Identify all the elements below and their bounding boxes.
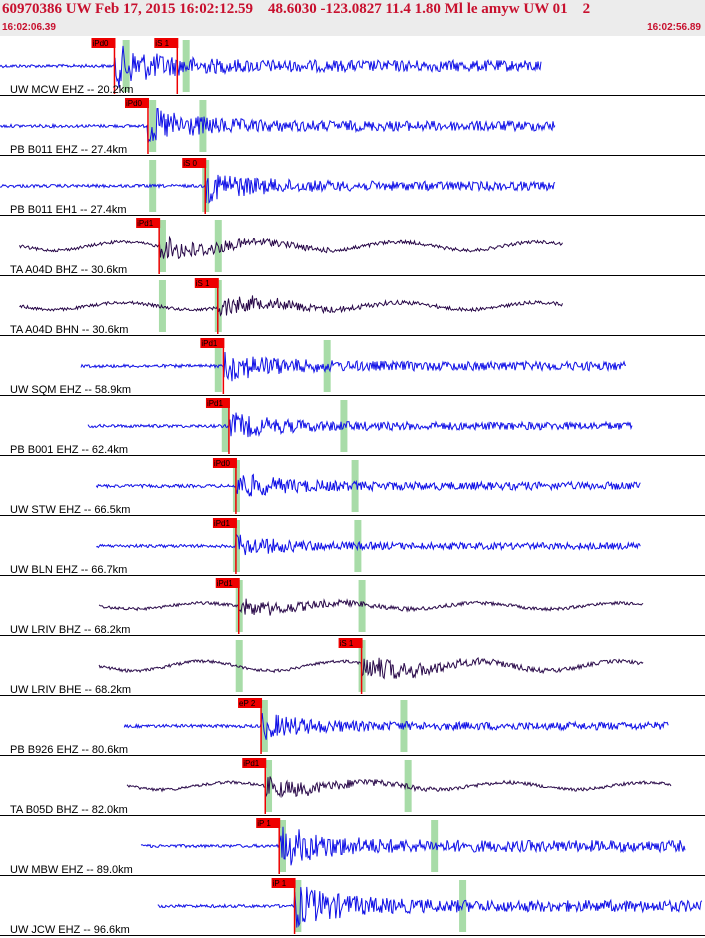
pick-label: iS 1 — [196, 279, 210, 288]
waveform — [95, 473, 641, 497]
pick-flag — [124, 98, 149, 108]
header-bar: 60970386 UW Feb 17, 2015 16:02:12.59 48.… — [0, 0, 705, 36]
trace-label: TA A04D BHN -- 30.6km — [10, 324, 128, 336]
waveform — [96, 533, 641, 556]
trace-label: UW JCW EHZ -- 96.6km — [10, 924, 130, 936]
phase-window — [351, 460, 359, 512]
pick-flag — [256, 818, 281, 828]
pick-label: iPd1 — [243, 759, 260, 768]
pick-label: iPd1 — [214, 519, 231, 528]
waveform — [19, 235, 563, 259]
pick-flag — [182, 158, 207, 168]
phase-window — [122, 40, 130, 92]
pick-label: iPd0 — [92, 39, 109, 48]
trace-label: TA B05D BHZ -- 82.0km — [10, 804, 128, 816]
trace-label: UW LRIV BHE -- 68.2km — [10, 684, 131, 696]
phase-window — [182, 40, 190, 92]
event-title: 60970386 UW Feb 17, 2015 16:02:12.59 48.… — [2, 1, 591, 17]
pick-flag — [338, 638, 363, 648]
time-start-label: 16:02:06.39 — [2, 22, 56, 33]
pick-label: iP 1 — [257, 819, 271, 828]
waveform — [98, 598, 644, 616]
pick-flag — [154, 38, 179, 48]
phase-window — [260, 700, 268, 752]
trace-label: TA A04D BHZ -- 30.6km — [10, 264, 127, 276]
trace-label: UW STW EHZ -- 66.5km — [10, 504, 130, 516]
waveform — [140, 826, 686, 866]
phase-window — [149, 160, 157, 212]
trace-label: UW LRIV BHZ -- 68.2km — [10, 624, 130, 636]
pick-label: iPd1 — [201, 339, 218, 348]
pick-label: iS 0 — [183, 159, 197, 168]
waveform — [0, 45, 542, 88]
time-end-label: 16:02:56.89 — [647, 22, 701, 33]
pick-flag — [242, 758, 267, 768]
pick-label: iPd1 — [137, 219, 154, 228]
waveform — [0, 174, 556, 204]
trace-label: UW MCW EHZ -- 20.2km — [10, 84, 133, 96]
pick-flag — [91, 38, 116, 48]
trace-label: UW BLN EHZ -- 66.7km — [10, 564, 127, 576]
pick-flag — [205, 398, 230, 408]
trace-label: PB B011 EHZ -- 27.4km — [10, 144, 127, 156]
waveform — [87, 412, 633, 438]
pick-flag — [271, 878, 296, 888]
phase-window — [404, 760, 412, 812]
pick-flag — [136, 218, 161, 228]
trace-label: PB B926 EHZ -- 80.6km — [10, 744, 128, 756]
pick-label: iPd0 — [126, 99, 143, 108]
pick-label: iP 1 — [273, 879, 287, 888]
trace-label: UW MBW EHZ -- 89.0km — [10, 864, 133, 876]
pick-flag — [212, 458, 237, 468]
waveform — [157, 886, 703, 928]
seismogram-panel: iPd0 iS 1 UW MCW EHZ -- 20.2km iPd0 PB B011 … — [0, 38, 705, 936]
pick-label: iPd0 — [214, 459, 231, 468]
pick-flag — [194, 278, 219, 288]
phase-window — [149, 100, 157, 152]
waveform — [19, 295, 563, 317]
pick-label: eP 2 — [239, 699, 256, 708]
waveform — [123, 713, 669, 740]
trace-label: PB B011 EH1 -- 27.4km — [10, 204, 127, 216]
waveform — [126, 776, 672, 798]
phase-window — [158, 280, 166, 332]
pick-flag — [212, 518, 237, 528]
waveform — [80, 351, 627, 382]
trace-label: UW SQM EHZ -- 58.9km — [10, 384, 131, 396]
pick-label: iS 1 — [155, 39, 169, 48]
pick-label: iPd1 — [217, 579, 234, 588]
phase-window — [294, 880, 302, 932]
pick-flag — [238, 698, 263, 708]
waveform — [98, 657, 644, 680]
phase-window — [158, 220, 166, 272]
pick-flag — [200, 338, 225, 348]
pick-label: iS 1 — [340, 639, 354, 648]
waveform — [0, 107, 556, 144]
trace-label: PB B001 EHZ -- 62.4km — [10, 444, 128, 456]
pick-flag — [215, 578, 240, 588]
phase-window — [235, 640, 243, 692]
pick-label: iPd1 — [207, 399, 224, 408]
